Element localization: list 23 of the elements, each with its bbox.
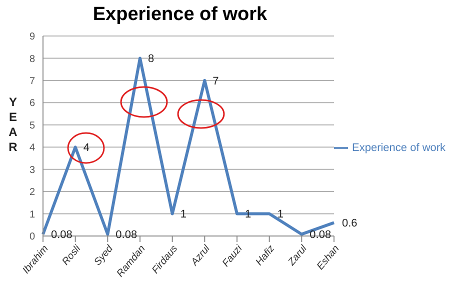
data-label: 8 [148,53,154,66]
y-tick-label: 4 [29,142,36,154]
y-tick-label: 1 [29,209,36,220]
data-label: 4 [83,142,90,154]
y-tick-label: 7 [29,76,36,87]
data-label: 1 [277,208,284,221]
legend-label: Experience of work [352,142,446,154]
y-tick-label: 5 [29,120,36,132]
data-label: 0.08 [51,229,72,242]
y-tick-label: 0 [29,232,36,243]
y-tick-label: 3 [29,164,36,176]
y-axis-title: YEAR [8,95,18,154]
data-label: 0.6 [342,218,358,230]
y-tick-label: 8 [29,54,36,65]
data-label: 0.08 [310,229,332,242]
data-label: 1 [245,208,252,221]
y-tick-label: 2 [29,187,36,198]
chart-title: Experience of work [92,4,268,26]
y-tick-label: 6 [29,98,36,110]
data-label: 7 [212,75,219,88]
data-label: 0.08 [116,229,138,242]
data-label: 1 [180,208,186,221]
y-tick-label: 9 [29,32,36,43]
